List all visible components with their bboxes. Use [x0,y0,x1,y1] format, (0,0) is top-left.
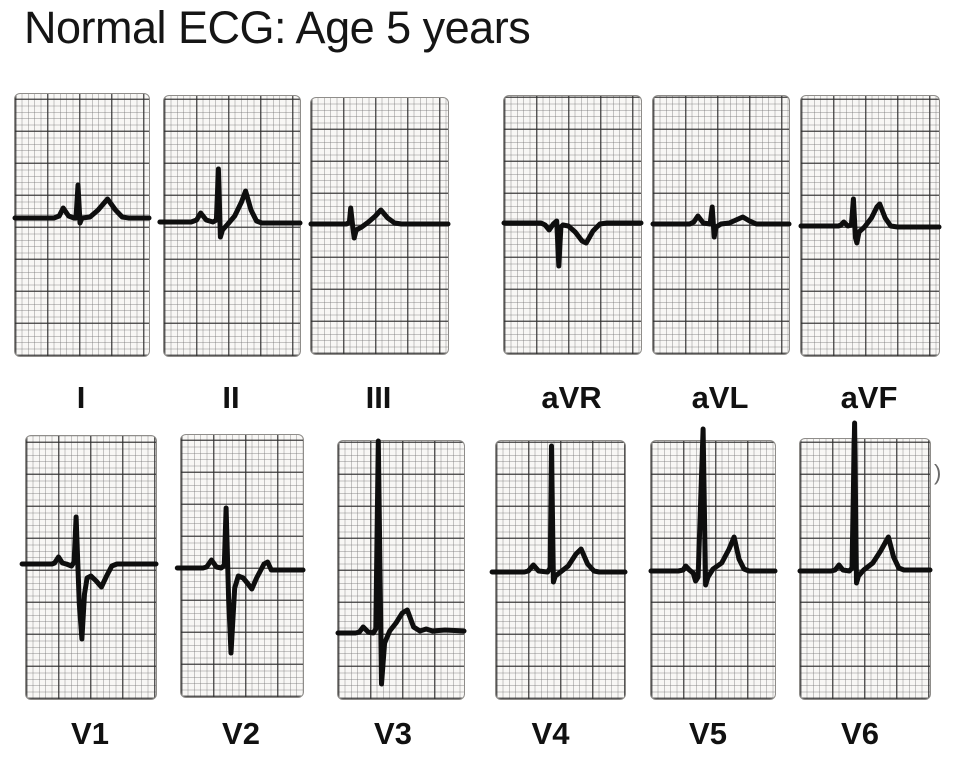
ecg-trace-lead-V4 [489,443,628,585]
lead-label-V6: V6 [841,716,879,751]
ecg-strip-lead-III [308,97,451,355]
lead-label-V1: V1 [71,716,109,751]
ecg-strip-lead-aVF [798,95,942,357]
lead-label-V5: V5 [689,716,727,751]
ecg-trace-lead-aVL [650,204,792,240]
ecg-trace-lead-I [12,182,152,226]
lead-label-aVR: aVR [541,380,602,415]
lead-label-aVF: aVF [840,380,898,415]
lead-label-I: I [76,380,86,415]
ecg-trace-lead-V3 [335,438,467,687]
ecg-strip-lead-I [12,93,152,357]
ecg-strip-lead-aVR [501,95,644,355]
lead-label-aVL: aVL [691,380,749,415]
ecg-strip-lead-V2 [174,434,306,698]
lead-label-II: II [222,380,240,415]
ecg-strip-lead-V1 [19,435,159,700]
ecg-trace-lead-II [157,166,303,240]
ecg-trace-lead-V6 [797,420,933,586]
lead-label-III: III [365,380,392,415]
ecg-strip-lead-V4 [489,440,628,700]
ecg-trace-lead-III [308,205,451,241]
lead-label-V4: V4 [531,716,570,751]
ecg-trace-lead-V1 [19,514,159,642]
ecg-strip-lead-aVL [650,95,792,355]
lead-label-V2: V2 [222,716,260,751]
ecg-strip-lead-II [157,95,303,357]
ecg-strip-lead-V6 [797,420,933,700]
lead-label-V3: V3 [374,716,412,751]
ecg-trace-lead-V5 [648,426,778,588]
scan-artifact-mark: ) [934,460,942,485]
figure-title: Normal ECG: Age 5 years [24,2,531,53]
ecg-trace-lead-aVR [501,218,644,269]
ecg-trace-lead-aVF [798,196,942,246]
ecg-trace-lead-V2 [174,505,306,656]
ecg-strip-lead-V3 [335,438,467,700]
ecg-strip-lead-V5 [648,426,778,700]
